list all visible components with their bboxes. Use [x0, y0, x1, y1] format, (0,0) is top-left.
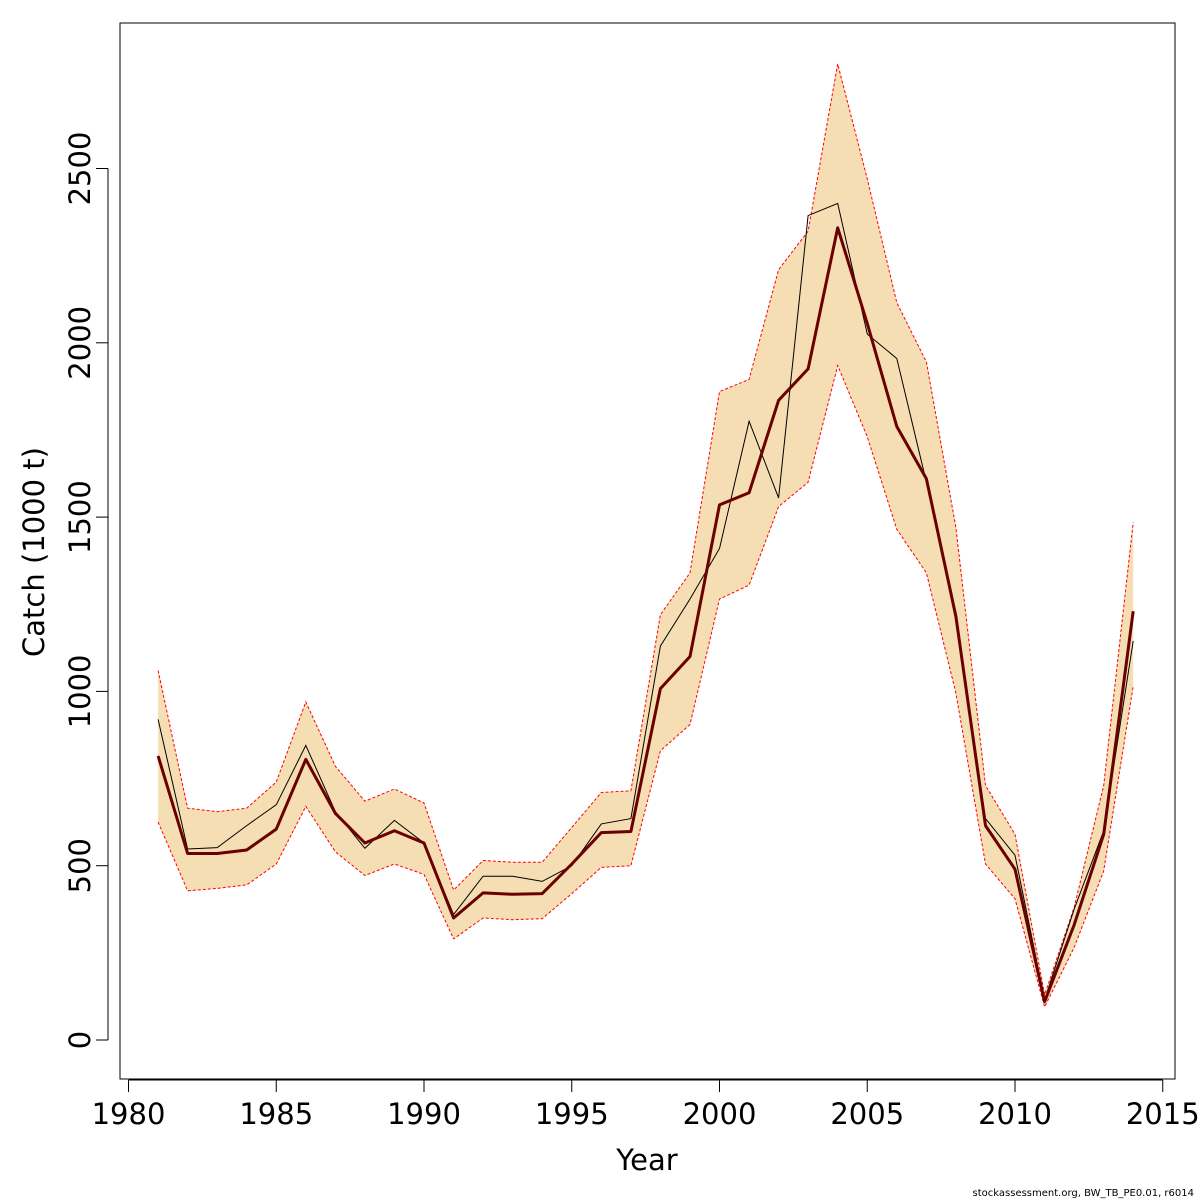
y-tick-label: 1000 — [63, 654, 97, 728]
x-tick-label: 1995 — [535, 1097, 609, 1131]
x-tick-label: 1985 — [239, 1097, 313, 1131]
y-tick-label: 500 — [63, 838, 97, 893]
y-tick-label: 1500 — [63, 480, 97, 554]
observed-catch-line — [157, 202, 1134, 1002]
x-tick-label: 2005 — [830, 1097, 904, 1131]
footer-credit: stockassessment.org, BW_TB_PE0.01, r6014 — [973, 1188, 1194, 1199]
upper-bound-line — [157, 63, 1134, 997]
plot-area — [156, 63, 1135, 1009]
y-tick-label: 0 — [63, 1031, 97, 1049]
lower-bound-line — [157, 363, 1134, 1009]
x-axis: 1980 1985 1990 1995 2000 2005 2010 2015 — [92, 1079, 1200, 1131]
y-axis-title: Catch (1000 t) — [17, 447, 51, 657]
x-axis-title: Year — [615, 1143, 677, 1177]
confidence-band — [158, 63, 1134, 1007]
x-tick-label: 1980 — [92, 1097, 166, 1131]
y-tick-label: 2000 — [63, 306, 97, 380]
y-tick-label: 2500 — [63, 132, 97, 206]
x-tick-label: 2015 — [1126, 1097, 1200, 1131]
x-tick-label: 2010 — [978, 1097, 1052, 1131]
estimated-catch-line — [156, 226, 1135, 1004]
x-tick-label: 1990 — [387, 1097, 461, 1131]
plot-frame — [119, 22, 1176, 1080]
y-axis: 0 500 1000 1500 2000 2500 — [63, 132, 109, 1049]
x-tick-label: 2000 — [683, 1097, 757, 1131]
